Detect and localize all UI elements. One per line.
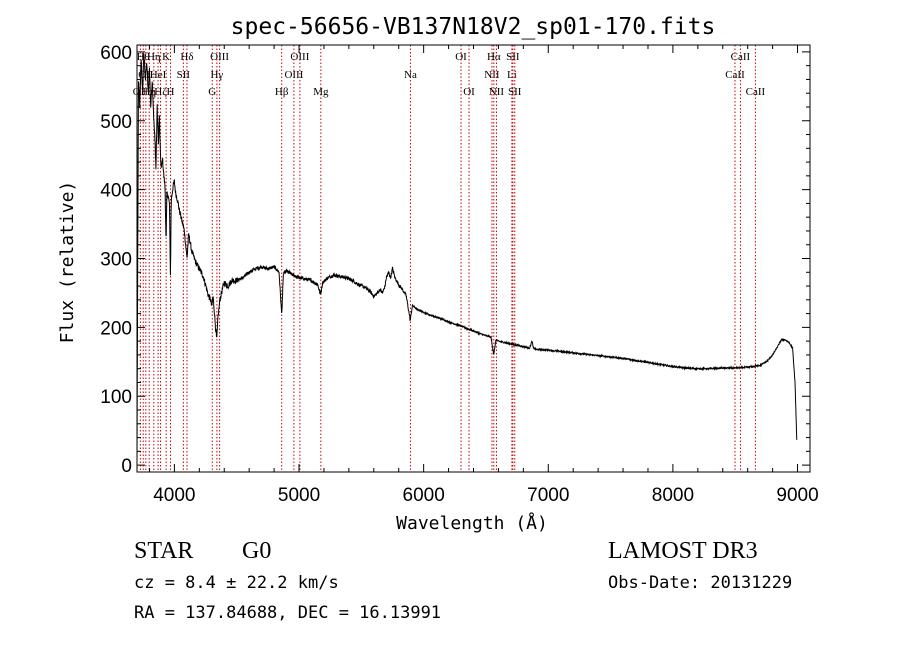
line-marker-label: Hβ [275, 86, 289, 98]
line-marker-label: OI [455, 51, 467, 63]
line-marker-label: Mg [313, 86, 329, 98]
chart-title: spec-56656-VB137N18V2_sp01-170.fits [231, 14, 716, 40]
y-tick-label: 600 [100, 43, 132, 64]
x-tick-label: 7000 [527, 485, 569, 506]
line-marker-label: CaII [746, 86, 766, 98]
line-marker-label: Hζ [154, 86, 167, 98]
redshift-text: cz = 8.4 ± 22.2 km/s [134, 573, 339, 593]
x-tick-label: 6000 [403, 485, 445, 506]
line-marker-label: OIII [284, 69, 303, 81]
survey-label: LAMOST DR3 [608, 538, 758, 564]
line-markers: OIIHθOIIHηHηHeIHζKHSIIHδGHγOIIIHβOIIIOII… [133, 45, 766, 472]
y-tick-label: 500 [100, 112, 132, 133]
y-tick-label: 400 [100, 181, 132, 202]
line-marker-label: Hδ [180, 51, 193, 63]
line-marker-label: CaII [731, 51, 751, 63]
coordinates-text: RA = 137.84688, DEC = 16.13991 [134, 603, 442, 623]
axes: 4000 5000 6000 7000 8000 9000 0 100 200 300 400 500… [100, 43, 818, 506]
line-marker-label: Hη [147, 51, 161, 63]
line-marker-label: OI [463, 86, 475, 98]
line-marker-label: Hγ [210, 69, 223, 81]
line-marker-label: Li [507, 69, 517, 81]
line-marker-label: G [208, 86, 216, 98]
y-tick-label: 100 [100, 387, 132, 408]
line-marker-label: SII [508, 86, 522, 98]
line-marker-label: OIII [210, 51, 229, 63]
line-marker-label: Na [404, 69, 417, 81]
line-marker-label: HeI [150, 69, 167, 81]
line-marker-label: NII [484, 69, 500, 81]
line-marker-label: CaII [725, 69, 745, 81]
y-tick-label: 0 [121, 456, 132, 477]
x-tick-label: 4000 [153, 485, 195, 506]
spectrum-line [136, 53, 798, 465]
line-marker-label: NII [489, 86, 505, 98]
plot-frame [136, 44, 811, 473]
class-label: STAR [134, 538, 194, 564]
subclass-label: G0 [242, 538, 272, 564]
x-axis-label: Wavelength (Å) [396, 512, 548, 534]
line-marker-label: OIII [290, 51, 309, 63]
line-marker-label: SII [177, 69, 191, 81]
line-marker-label: Hα [487, 51, 501, 63]
y-tick-label: 300 [100, 250, 132, 271]
x-tick-label: 9000 [776, 485, 818, 506]
y-tick-label: 200 [100, 318, 132, 339]
y-axis-label: Flux (relative) [57, 181, 78, 344]
obs-date-text: Obs-Date: 20131229 [608, 573, 793, 593]
line-marker-label: H [167, 86, 175, 98]
x-tick-label: 8000 [652, 485, 694, 506]
line-marker-label: K [162, 51, 170, 63]
x-tick-label: 5000 [278, 485, 320, 506]
line-marker-label: SII [506, 51, 520, 63]
spectrum [136, 53, 798, 465]
